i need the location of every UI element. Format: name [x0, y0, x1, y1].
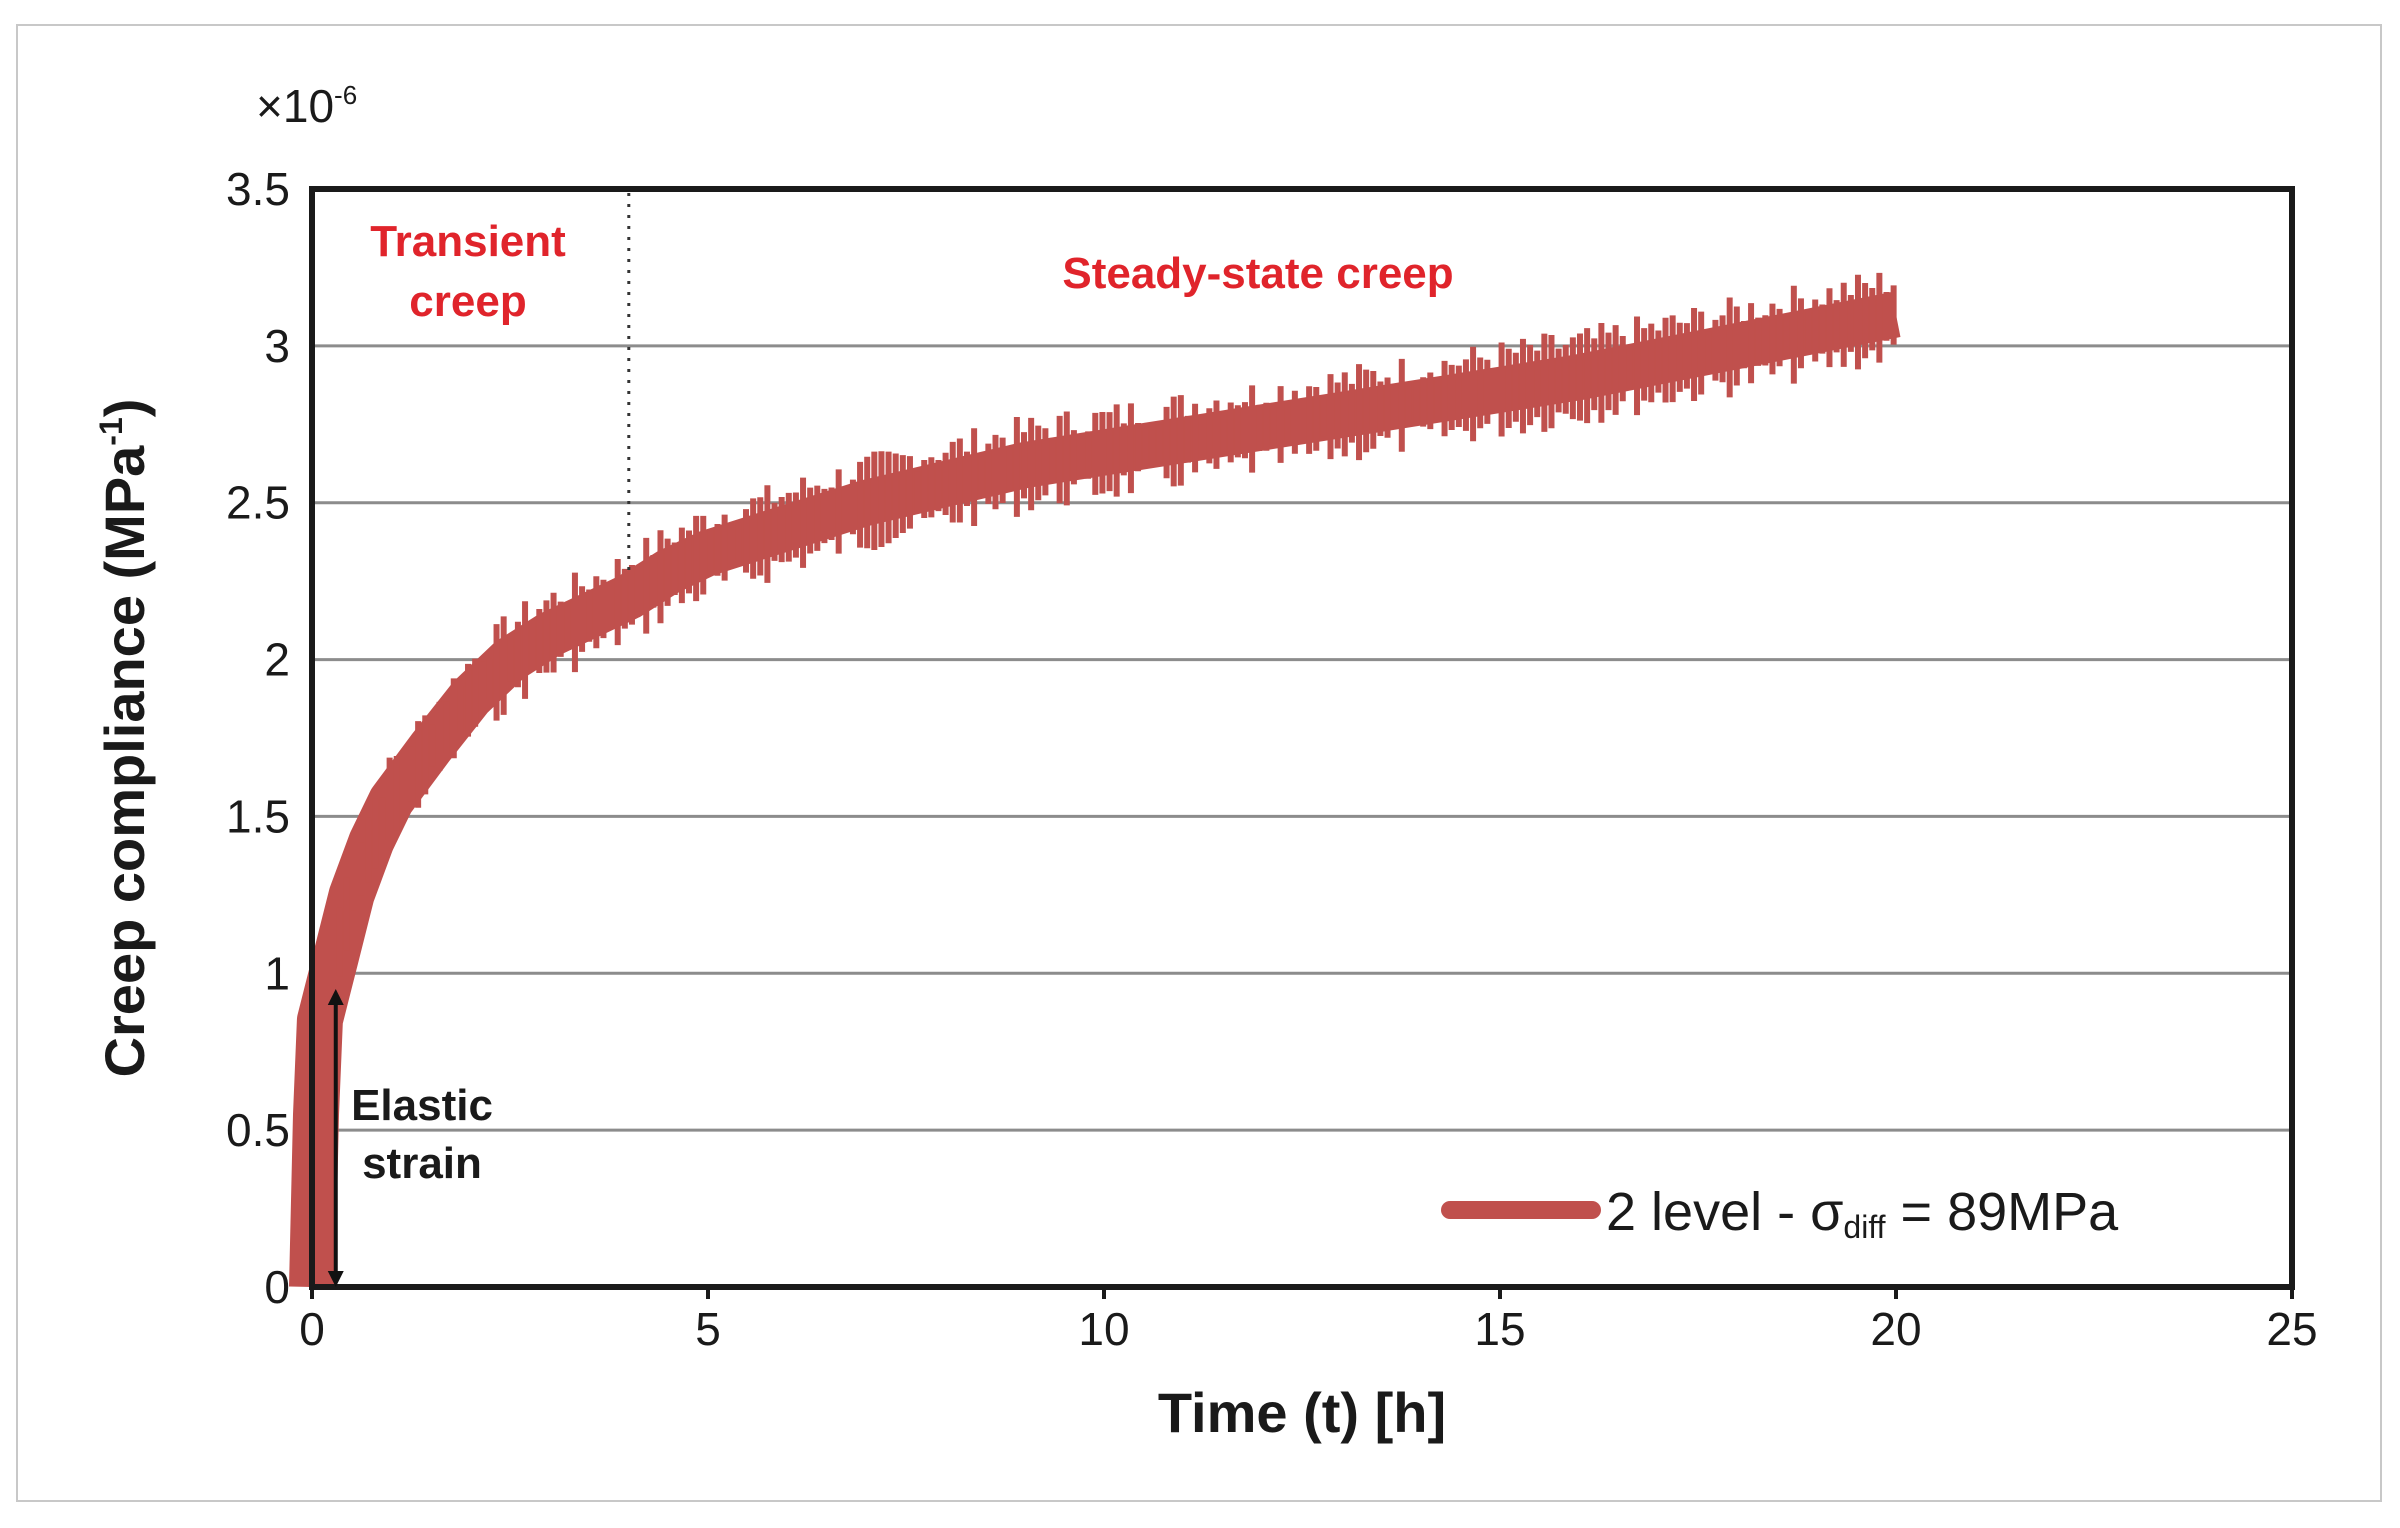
- plot-frame: [309, 186, 2295, 1290]
- y-tick-label: 2.5: [226, 477, 290, 529]
- elastic-strain-arrow: [327, 988, 344, 1287]
- y-tick-label: 1: [264, 947, 290, 999]
- y-tick-label: 0.5: [226, 1104, 290, 1156]
- x-tick-label: 0: [299, 1303, 325, 1355]
- x-tick-label: 5: [695, 1303, 721, 1355]
- annotation-steady-state: Steady-state creep: [1062, 249, 1453, 298]
- y-axis-title: Creep compliance (MPa-1): [93, 399, 156, 1078]
- grid-lines: [312, 344, 2292, 1132]
- y-tick-label: 3.5: [226, 163, 290, 215]
- annotation-transient-line2: creep: [409, 277, 526, 326]
- x-tick-label: 25: [2266, 1303, 2317, 1355]
- series-layer: [289, 272, 1901, 1288]
- y-tick-labels: 0 0.5 1 1.5 2 2.5 3 3.5: [226, 163, 290, 1313]
- y-tick-label: 1.5: [226, 790, 290, 842]
- annotation-elastic-line1: Elastic: [351, 1081, 493, 1130]
- x-tick-label: 10: [1078, 1303, 1129, 1355]
- legend: 2 level - σdiff = 89MPa: [1441, 1182, 2119, 1245]
- elastic-arrow-head-top: [327, 988, 344, 1005]
- x-tick-label: 20: [1870, 1303, 1921, 1355]
- annotation-elastic-line2: strain: [362, 1139, 482, 1188]
- y-tick-label: 3: [264, 320, 290, 372]
- figure-frame: [16, 24, 2382, 1502]
- elastic-arrow-head-bottom: [327, 1271, 344, 1287]
- y-tick-label: 2: [264, 634, 290, 686]
- y-tick-label: 0: [264, 1261, 290, 1313]
- x-tick-labels: 0 5 10 15 20 25: [299, 1287, 2318, 1355]
- x-tick-label: 15: [1474, 1303, 1525, 1355]
- y-multiplier: ×10-6: [256, 80, 357, 132]
- annotation-transient-line1: Transient: [370, 217, 566, 266]
- x-axis-title: Time (t) [h]: [1158, 1381, 1446, 1444]
- legend-label: 2 level - σdiff = 89MPa: [1606, 1182, 2119, 1245]
